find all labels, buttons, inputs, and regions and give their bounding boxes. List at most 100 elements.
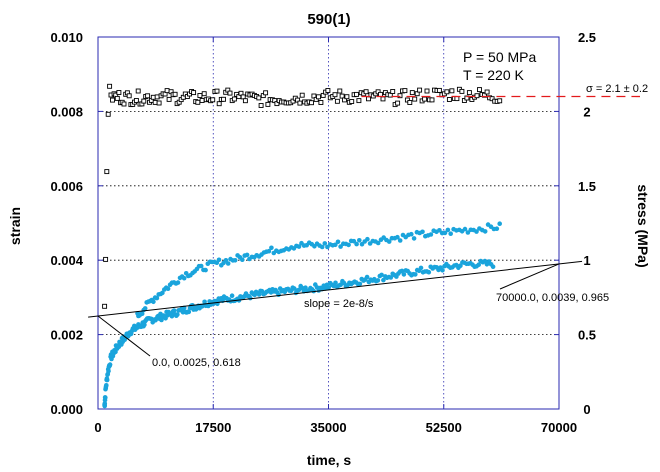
stress-point <box>417 87 423 93</box>
stress-point <box>334 98 340 104</box>
stress-point <box>110 97 115 103</box>
stress-point <box>199 98 205 103</box>
strain-point <box>139 311 145 317</box>
stress-point <box>325 88 331 93</box>
y-axis-left-label: strain <box>7 207 23 245</box>
stress-point <box>390 89 396 94</box>
strain-point <box>357 238 362 243</box>
stress-point <box>344 94 350 100</box>
strain-point <box>490 264 496 270</box>
stress-point <box>172 91 178 97</box>
strain-point <box>440 268 445 273</box>
stress-point <box>454 96 460 102</box>
strain-point <box>256 292 262 297</box>
strain-point <box>296 244 302 249</box>
x-tick-label: 70000 <box>541 420 577 435</box>
stress-point <box>482 92 487 98</box>
strain-point <box>154 295 160 301</box>
stress-point <box>135 88 141 94</box>
strain-point <box>458 263 463 269</box>
x-tick-label: 0 <box>94 420 101 435</box>
strain-point <box>448 231 454 236</box>
stress-point <box>446 97 452 102</box>
strain-point <box>333 242 338 248</box>
x-tick-label: 35000 <box>310 420 346 435</box>
strain-point <box>335 239 341 245</box>
strain-point <box>225 261 231 266</box>
x-tick-label: 52500 <box>426 420 462 435</box>
strain-point <box>442 230 448 236</box>
strain-point <box>223 258 229 263</box>
stress-point <box>141 98 147 104</box>
strain-point <box>375 278 381 283</box>
strain-point <box>365 236 370 242</box>
stress-point <box>126 93 132 99</box>
stress-point <box>349 99 355 104</box>
stress-point <box>409 90 415 96</box>
y-right-tick-label: 0 <box>583 402 590 417</box>
strain-point <box>103 395 108 400</box>
y-right-axis-ticks: 0 0.5 1 1.5 2 2.5 <box>554 30 596 417</box>
y-axis-right-label: stress (MPa) <box>635 184 651 267</box>
stress-point <box>265 101 271 107</box>
y-left-tick-label: 0.000 <box>50 402 83 417</box>
y-left-tick-label: 0.008 <box>50 104 83 119</box>
stress-point <box>145 93 151 99</box>
y-right-tick-label: 1 <box>583 253 590 268</box>
y-right-tick-label: 1.5 <box>578 179 596 194</box>
strain-point <box>375 240 381 246</box>
stress-point <box>489 96 495 102</box>
x-tick-label: 17500 <box>195 420 231 435</box>
y-left-tick-label: 0.002 <box>50 328 83 343</box>
stress-point <box>424 88 430 94</box>
strain-point <box>474 229 479 234</box>
stress-point <box>107 83 113 89</box>
strain-point <box>462 226 468 232</box>
stress-point <box>497 98 503 104</box>
stress-point <box>216 101 222 107</box>
stress-point <box>210 97 216 103</box>
stress-point <box>105 111 111 117</box>
strain-point <box>151 299 156 305</box>
strain-point <box>181 275 187 281</box>
strain-point <box>326 285 332 290</box>
strain-point <box>497 221 503 226</box>
strain-point <box>476 262 482 268</box>
stress-point <box>309 100 314 106</box>
strain-point <box>276 292 281 298</box>
stress-series <box>102 83 503 309</box>
temperature-label: T = 220 K <box>463 67 525 83</box>
strain-point <box>216 257 222 263</box>
y-right-tick-label: 0.5 <box>578 328 596 343</box>
stress-point <box>380 96 386 102</box>
stress-point <box>299 92 305 98</box>
strain-point <box>465 230 471 235</box>
y-left-tick-label: 0.010 <box>50 30 83 45</box>
strain-point <box>104 377 110 383</box>
strain-point <box>418 265 424 271</box>
strain-point <box>106 368 111 374</box>
stress-point <box>102 303 108 309</box>
strain-point <box>266 248 272 254</box>
stress-point <box>474 93 480 99</box>
strain-point <box>357 281 363 287</box>
stress-point <box>363 89 369 95</box>
strain-point <box>482 229 488 234</box>
stress-point <box>103 256 109 262</box>
y-right-tick-label: 2.5 <box>578 30 596 45</box>
stress-point <box>121 101 127 107</box>
stress-point <box>395 100 401 106</box>
pressure-label: P = 50 MPa <box>463 49 537 65</box>
stress-point <box>477 87 482 93</box>
strain-point <box>445 227 451 233</box>
fit-start-leader <box>97 315 151 357</box>
stress-point <box>337 88 343 94</box>
strain-point <box>333 280 338 286</box>
strain-point <box>229 293 235 299</box>
strain-point <box>386 239 392 244</box>
stress-point <box>166 96 172 102</box>
strain-point <box>142 306 148 311</box>
y-left-tick-label: 0.006 <box>50 179 83 194</box>
strain-point <box>409 231 414 237</box>
x-axis-ticks: 0 17500 35000 52500 70000 <box>94 37 577 435</box>
